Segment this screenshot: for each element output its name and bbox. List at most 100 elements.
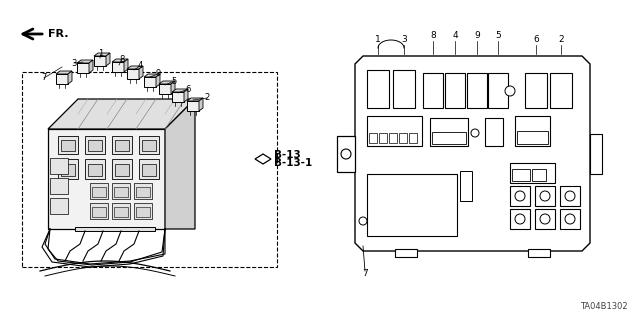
Bar bbox=[389, 133, 397, 143]
Bar bbox=[550, 73, 572, 108]
Bar bbox=[510, 209, 530, 229]
Polygon shape bbox=[187, 98, 203, 101]
Polygon shape bbox=[355, 56, 590, 251]
Polygon shape bbox=[88, 164, 102, 176]
Text: TA04B1302: TA04B1302 bbox=[580, 302, 628, 311]
Polygon shape bbox=[89, 60, 93, 73]
Polygon shape bbox=[142, 140, 156, 151]
Polygon shape bbox=[144, 74, 160, 77]
Polygon shape bbox=[159, 84, 171, 94]
Polygon shape bbox=[156, 74, 160, 87]
Bar bbox=[515, 116, 550, 146]
Polygon shape bbox=[48, 99, 195, 129]
Text: 3: 3 bbox=[401, 35, 407, 44]
Circle shape bbox=[515, 214, 525, 224]
Bar bbox=[532, 169, 546, 181]
Polygon shape bbox=[139, 159, 159, 179]
Bar bbox=[467, 73, 487, 108]
Text: 5: 5 bbox=[172, 77, 177, 85]
Bar bbox=[510, 186, 530, 206]
Polygon shape bbox=[115, 164, 129, 176]
Polygon shape bbox=[112, 183, 130, 199]
Polygon shape bbox=[90, 203, 108, 219]
Bar bbox=[560, 186, 580, 206]
Polygon shape bbox=[56, 71, 72, 74]
Polygon shape bbox=[48, 129, 165, 229]
Text: 1: 1 bbox=[375, 35, 381, 44]
Polygon shape bbox=[61, 164, 75, 176]
Circle shape bbox=[565, 191, 575, 201]
Polygon shape bbox=[106, 53, 110, 66]
Polygon shape bbox=[114, 187, 128, 197]
Polygon shape bbox=[112, 59, 128, 62]
Circle shape bbox=[505, 86, 515, 96]
Polygon shape bbox=[112, 203, 130, 219]
Polygon shape bbox=[142, 164, 156, 176]
Text: FR.: FR. bbox=[48, 29, 68, 39]
Polygon shape bbox=[112, 62, 124, 72]
Polygon shape bbox=[172, 89, 188, 92]
Polygon shape bbox=[171, 81, 175, 94]
Polygon shape bbox=[114, 207, 128, 217]
Circle shape bbox=[540, 191, 550, 201]
Polygon shape bbox=[134, 183, 152, 199]
Bar bbox=[432, 132, 466, 144]
Bar bbox=[393, 70, 415, 108]
Text: 2: 2 bbox=[558, 35, 564, 44]
Polygon shape bbox=[61, 140, 75, 151]
Text: 9: 9 bbox=[156, 70, 161, 78]
Polygon shape bbox=[124, 59, 128, 72]
Circle shape bbox=[359, 217, 367, 225]
Polygon shape bbox=[85, 136, 105, 154]
Text: 9: 9 bbox=[474, 32, 480, 41]
Polygon shape bbox=[199, 98, 203, 111]
Polygon shape bbox=[68, 71, 72, 84]
Bar bbox=[367, 174, 457, 236]
Polygon shape bbox=[56, 74, 68, 84]
Bar bbox=[430, 118, 468, 146]
Bar bbox=[517, 131, 548, 144]
Polygon shape bbox=[165, 99, 195, 229]
Polygon shape bbox=[139, 136, 159, 154]
Polygon shape bbox=[88, 140, 102, 151]
Polygon shape bbox=[187, 101, 199, 111]
Text: 7: 7 bbox=[42, 73, 47, 83]
Text: 4: 4 bbox=[452, 32, 458, 41]
Bar bbox=[535, 209, 555, 229]
Bar bbox=[379, 133, 387, 143]
Polygon shape bbox=[112, 136, 132, 154]
Bar bbox=[512, 169, 530, 181]
Polygon shape bbox=[77, 60, 93, 63]
Polygon shape bbox=[75, 227, 155, 231]
Polygon shape bbox=[115, 140, 129, 151]
Polygon shape bbox=[58, 136, 78, 154]
Polygon shape bbox=[94, 53, 110, 56]
Bar bbox=[409, 133, 417, 143]
Text: 2: 2 bbox=[204, 93, 210, 102]
Text: 5: 5 bbox=[495, 32, 501, 41]
Bar bbox=[510, 163, 555, 183]
Polygon shape bbox=[77, 63, 89, 73]
Bar bbox=[399, 133, 407, 143]
Circle shape bbox=[341, 149, 351, 159]
Text: 4: 4 bbox=[138, 62, 143, 70]
Text: 6: 6 bbox=[533, 35, 539, 44]
Polygon shape bbox=[127, 69, 139, 79]
Polygon shape bbox=[50, 198, 68, 214]
Circle shape bbox=[565, 214, 575, 224]
Text: 7: 7 bbox=[362, 269, 368, 278]
Polygon shape bbox=[85, 159, 105, 179]
Circle shape bbox=[540, 214, 550, 224]
Text: 6: 6 bbox=[186, 85, 191, 93]
Polygon shape bbox=[255, 154, 271, 164]
Bar bbox=[488, 73, 508, 108]
Text: 3: 3 bbox=[71, 58, 77, 68]
Bar bbox=[445, 73, 465, 108]
Polygon shape bbox=[90, 183, 108, 199]
Circle shape bbox=[471, 129, 479, 137]
Polygon shape bbox=[136, 187, 150, 197]
Bar bbox=[560, 209, 580, 229]
Text: B-13: B-13 bbox=[274, 150, 301, 160]
Bar bbox=[423, 73, 443, 108]
Bar bbox=[535, 186, 555, 206]
